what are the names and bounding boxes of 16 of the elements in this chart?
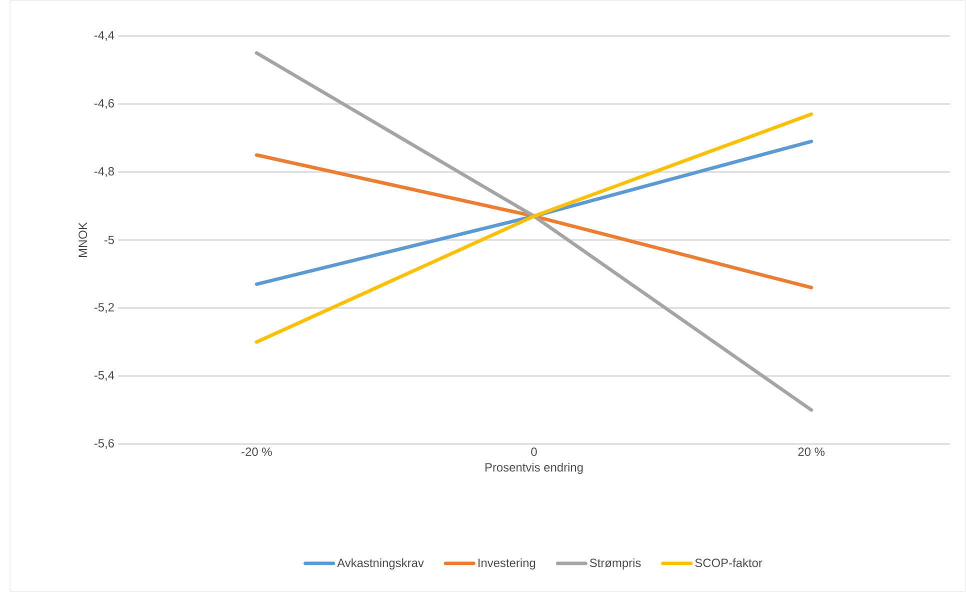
legend-label: Avkastningskrav: [337, 558, 424, 570]
legend-label: Strømpris: [590, 558, 641, 570]
y-axis-title: MNOK: [78, 222, 88, 257]
x-tick-label: -20 %: [242, 448, 272, 456]
y-tick-label: -5: [104, 236, 114, 244]
y-tick-label: -4,8: [94, 167, 114, 177]
y-tick-label: -5,6: [94, 439, 114, 449]
legend-label: SCOP-faktor: [695, 558, 762, 568]
x-tick-label: 0: [531, 448, 537, 456]
x-axis-title: Prosentvis endring: [485, 462, 583, 474]
y-tick-label: -4,4: [94, 31, 114, 41]
legend-label: Investering: [478, 558, 536, 570]
y-tick-label: -4,6: [94, 99, 114, 109]
x-tick-label: 20 %: [798, 448, 825, 456]
y-tick-label: -5,4: [94, 371, 114, 381]
y-tick-label: -5,2: [94, 303, 114, 313]
